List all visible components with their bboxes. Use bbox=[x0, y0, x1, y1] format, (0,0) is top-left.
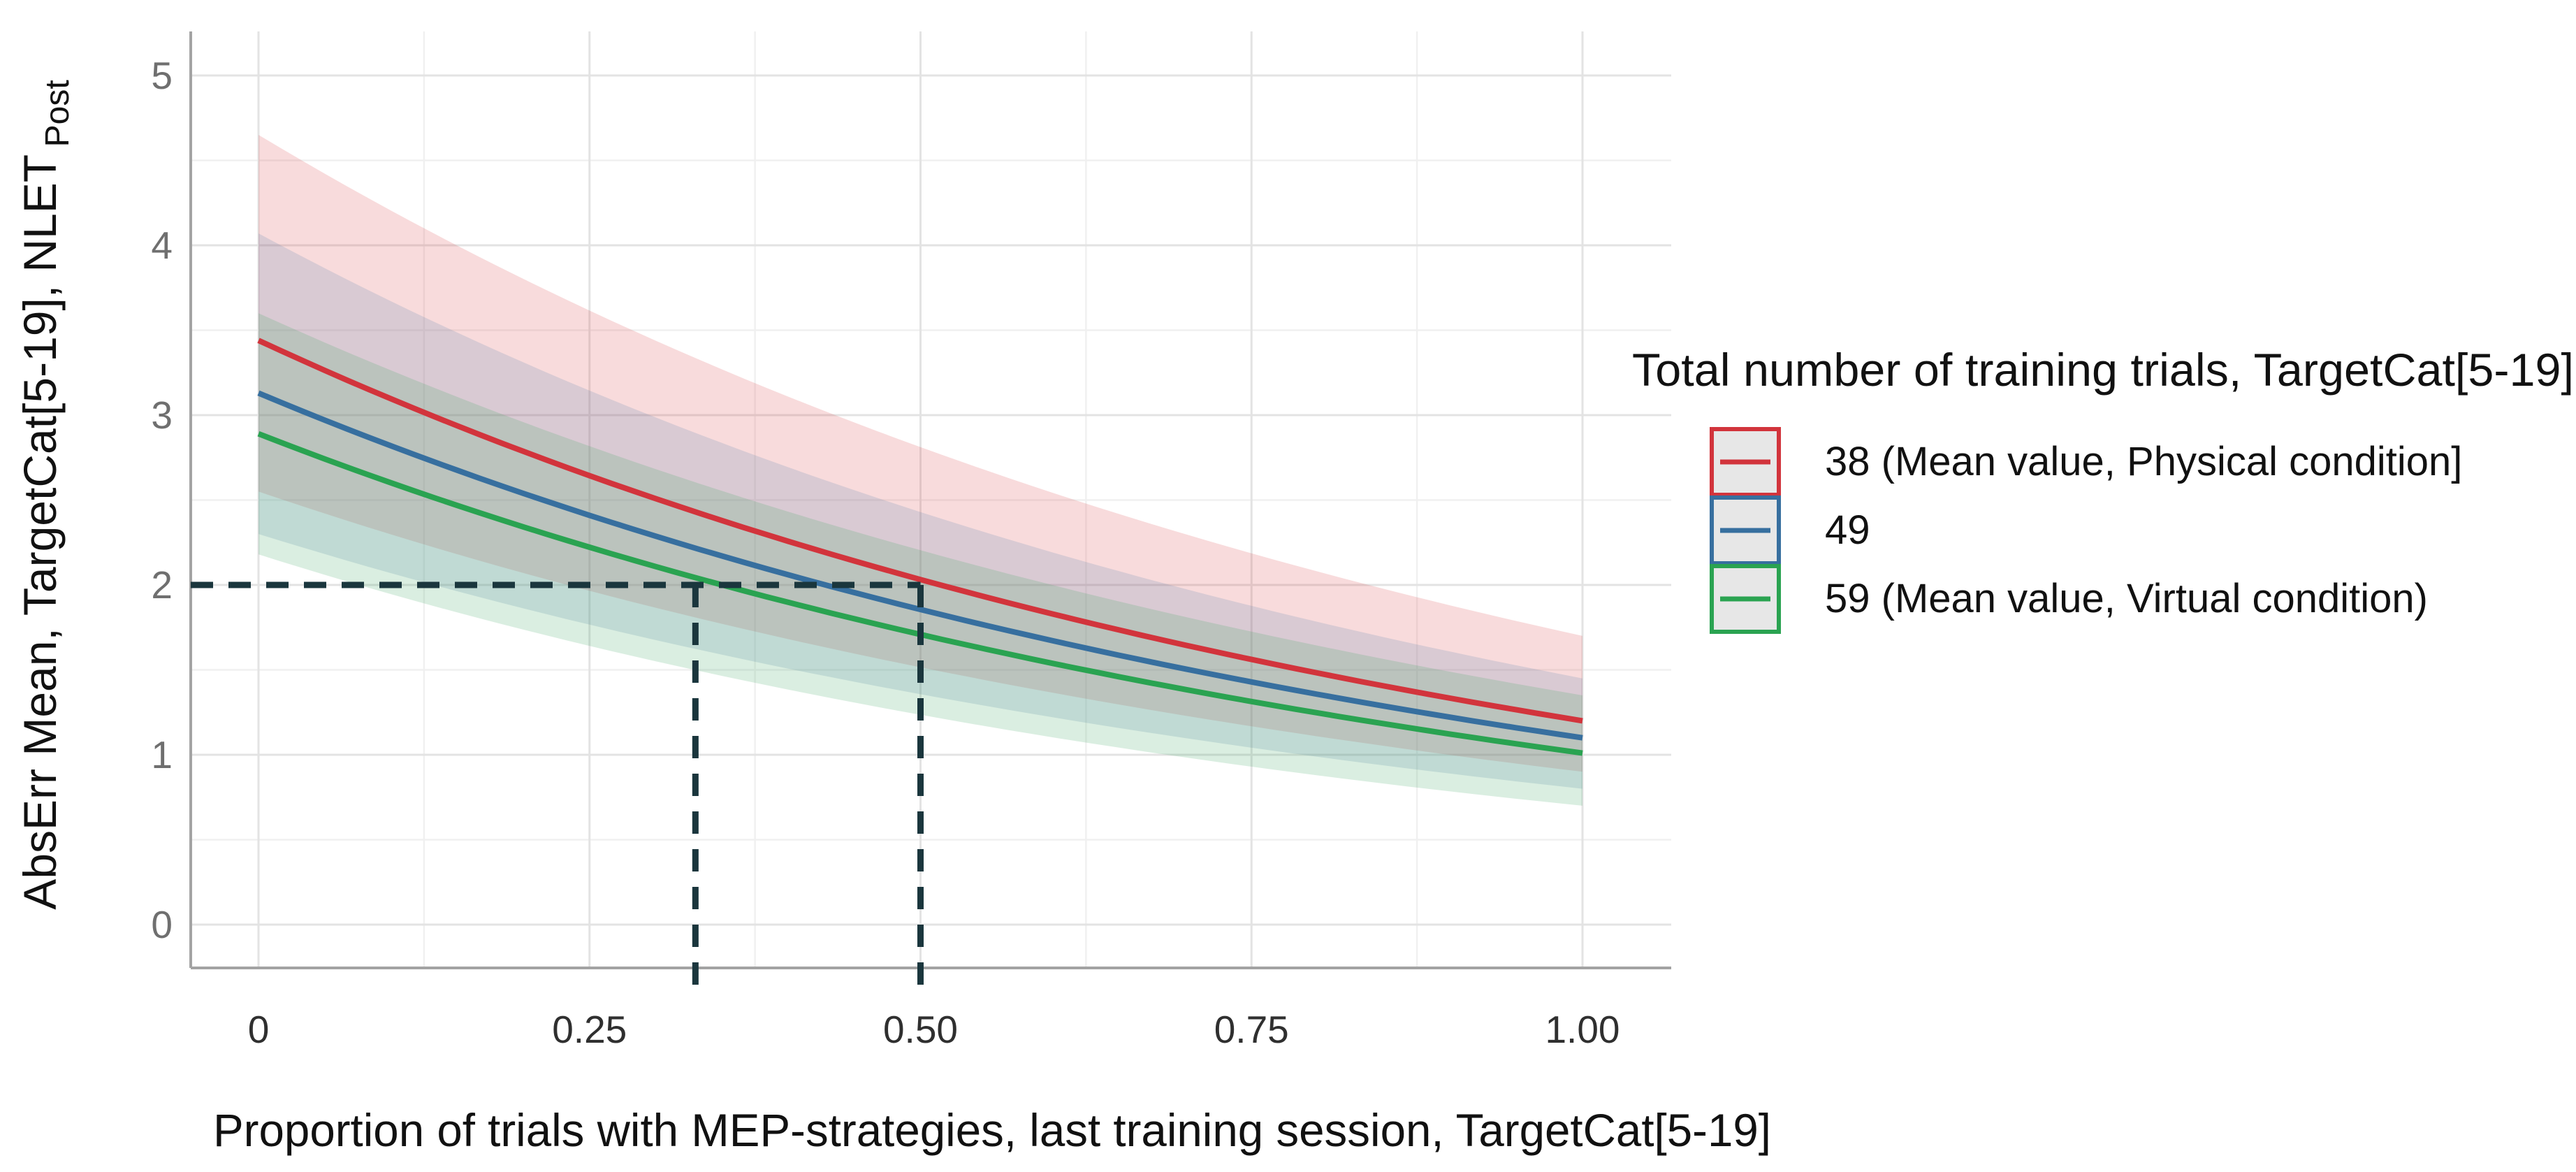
x-tick-label: 0.25 bbox=[552, 1008, 627, 1051]
legend-key-59 bbox=[1710, 564, 1781, 634]
y-tick-label: 1 bbox=[151, 733, 173, 776]
y-tick-label: 4 bbox=[151, 224, 173, 267]
y-axis-title-main: AbsErr Mean, TargetCat[5-19], NLET bbox=[14, 154, 66, 910]
y-axis-title: AbsErr Mean, TargetCat[5-19], NLET Post bbox=[14, 80, 76, 909]
y-tick-label: 5 bbox=[151, 54, 173, 97]
legend-key-38 bbox=[1710, 427, 1781, 497]
axis-lines bbox=[189, 31, 1671, 969]
x-tick-label: 1.00 bbox=[1545, 1008, 1620, 1051]
y-axis-tick-labels: 0 1 2 3 4 5 bbox=[151, 54, 173, 946]
reference-dashed-lines bbox=[191, 581, 924, 992]
x-tick-label: 0.50 bbox=[883, 1008, 958, 1051]
series-line-1 bbox=[257, 390, 1583, 741]
y-axis-title-subscript: Post bbox=[39, 80, 76, 147]
y-tick-label: 3 bbox=[151, 393, 173, 437]
x-tick-label: 0 bbox=[248, 1008, 270, 1051]
confidence-ribbon-0 bbox=[259, 135, 1582, 772]
legend-label-59: 59 (Mean value, Virtual condition) bbox=[1825, 576, 2428, 621]
y-tick-label: 2 bbox=[151, 563, 173, 607]
x-axis-tick-labels: 0 0.25 0.50 0.75 1.00 bbox=[248, 1008, 1620, 1051]
series-line-0 bbox=[257, 338, 1583, 724]
legend: Total number of training trials, TargetC… bbox=[1632, 344, 2574, 634]
x-axis-title: Proportion of trials with MEP-strategies… bbox=[213, 1104, 1771, 1156]
legend-title: Total number of training trials, TargetC… bbox=[1632, 344, 2574, 396]
y-tick-label: 0 bbox=[151, 903, 173, 946]
legend-label-49: 49 bbox=[1825, 507, 1870, 553]
legend-label-38: 38 (Mean value, Physical condition] bbox=[1825, 439, 2462, 484]
x-tick-label: 0.75 bbox=[1214, 1008, 1289, 1051]
legend-key-49 bbox=[1710, 495, 1781, 565]
confidence-ribbon-1 bbox=[259, 233, 1582, 789]
